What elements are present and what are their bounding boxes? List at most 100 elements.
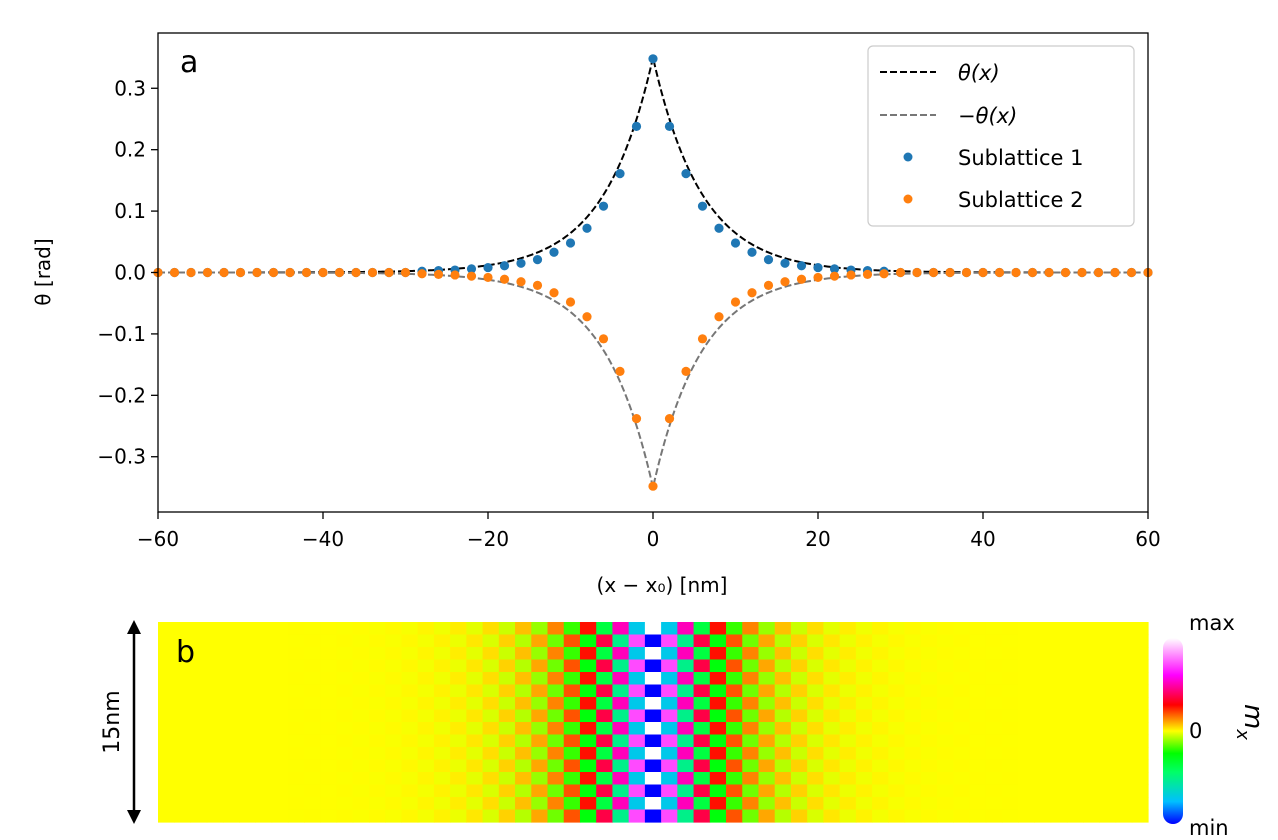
heatmap-cell <box>368 722 386 736</box>
heatmap-cell <box>904 697 922 711</box>
heatmap-cell <box>466 797 484 811</box>
heatmap-cell <box>1018 659 1035 673</box>
heatmap-cell <box>888 772 906 786</box>
heatmap-cell <box>482 772 500 786</box>
heatmap-cell <box>1115 622 1133 636</box>
heatmap-cell <box>222 672 240 686</box>
heatmap-cell <box>953 672 971 686</box>
heatmap-cell <box>579 659 597 673</box>
heatmap-cell <box>726 747 743 761</box>
heatmap-cell <box>758 759 776 773</box>
heatmap-cell <box>158 809 175 823</box>
heatmap-cell <box>255 634 273 648</box>
heatmap-cell <box>190 784 208 798</box>
heatmap-cell <box>758 734 776 748</box>
heatmap-cell <box>450 722 467 736</box>
heatmap-cell <box>336 709 354 723</box>
heatmap-cell <box>1034 709 1052 723</box>
heatmap-cell <box>433 772 451 786</box>
heatmap-cell <box>1131 734 1149 748</box>
heatmap-cell <box>758 622 776 636</box>
heatmap-cell <box>401 747 419 761</box>
heatmap-cell <box>790 772 808 786</box>
heatmap-cell <box>385 734 403 748</box>
heatmap-cell <box>1083 697 1100 711</box>
heatmap-cell <box>596 772 614 786</box>
heatmap-cell <box>287 634 305 648</box>
heatmap-cell <box>937 759 954 773</box>
heatmap-cell <box>368 634 386 648</box>
heatmap-cell <box>920 784 938 798</box>
heatmap-cell <box>287 709 305 723</box>
heatmap-cell <box>677 634 695 648</box>
heatmap-cell <box>855 772 873 786</box>
heatmap-cell <box>1050 784 1068 798</box>
legend-label-sublattice-2: Sublattice 2 <box>958 188 1083 212</box>
heatmap-cell <box>742 684 760 698</box>
x-tick-label: 60 <box>1135 527 1160 551</box>
heatmap-cell <box>547 747 565 761</box>
legend-marker-sublattice-1 <box>903 152 913 162</box>
heatmap-cell <box>466 659 484 673</box>
heatmap-cell <box>563 684 581 698</box>
heatmap-cell <box>969 784 987 798</box>
heatmap-cell <box>758 659 776 673</box>
heatmap-cell <box>547 672 565 686</box>
heatmap-cell <box>385 722 403 736</box>
heatmap-cell <box>920 672 938 686</box>
sublattice-1-point <box>582 223 592 233</box>
heatmap-cell <box>368 622 386 636</box>
heatmap-cell <box>466 759 484 773</box>
heatmap-cell <box>174 722 192 736</box>
heatmap-cell <box>1083 784 1100 798</box>
heatmap-cell <box>563 697 581 711</box>
heatmap-cell <box>612 622 630 636</box>
heatmap-cell <box>742 747 760 761</box>
heatmap-cell <box>1131 684 1149 698</box>
heatmap-cell <box>320 747 338 761</box>
heatmap-cell <box>368 809 386 823</box>
heatmap-cell <box>1099 709 1117 723</box>
heatmap-cell <box>498 647 516 661</box>
heatmap-cell <box>304 647 321 661</box>
heatmap-cell <box>531 759 549 773</box>
heatmap-cell <box>563 634 581 648</box>
sublattice-2-point <box>945 267 955 278</box>
heatmap-cell <box>255 647 273 661</box>
heatmap-cell <box>953 622 971 636</box>
heatmap-cell <box>726 809 743 823</box>
heatmap-cell <box>368 672 386 686</box>
heatmap-cell <box>726 797 743 811</box>
heatmap-cell <box>1050 659 1068 673</box>
heatmap-cell <box>401 784 419 798</box>
height-indicator: 15nm <box>100 620 141 824</box>
heatmap-cell <box>920 647 938 661</box>
heatmap-cell <box>823 622 841 636</box>
heatmap-cell <box>904 709 922 723</box>
heatmap-cell <box>239 772 256 786</box>
heatmap-cell <box>1099 672 1117 686</box>
heatmap-cell <box>222 684 240 698</box>
heatmap-cell <box>742 659 760 673</box>
sublattice-2-point <box>862 269 873 279</box>
heatmap-cell <box>482 622 500 636</box>
heatmap-cell <box>450 659 467 673</box>
heatmap-cell <box>579 809 597 823</box>
heatmap-cell <box>1050 634 1068 648</box>
heatmap-cell <box>937 809 954 823</box>
heatmap-cell <box>1083 797 1100 811</box>
sublattice-2-point <box>780 277 790 287</box>
heatmap-cell <box>206 709 224 723</box>
heatmap-cell <box>644 697 662 711</box>
heatmap-cell <box>287 797 305 811</box>
heatmap-cell <box>433 709 451 723</box>
heatmap-cell <box>628 634 646 648</box>
heatmap-cell <box>1050 809 1068 823</box>
heatmap-cell <box>515 622 532 636</box>
heatmap-cell <box>190 647 208 661</box>
heatmap-cell <box>726 647 743 661</box>
heatmap-cell <box>385 659 403 673</box>
heatmap-cell <box>807 672 825 686</box>
heatmap-cell <box>1001 697 1019 711</box>
heatmap-cell <box>433 722 451 736</box>
